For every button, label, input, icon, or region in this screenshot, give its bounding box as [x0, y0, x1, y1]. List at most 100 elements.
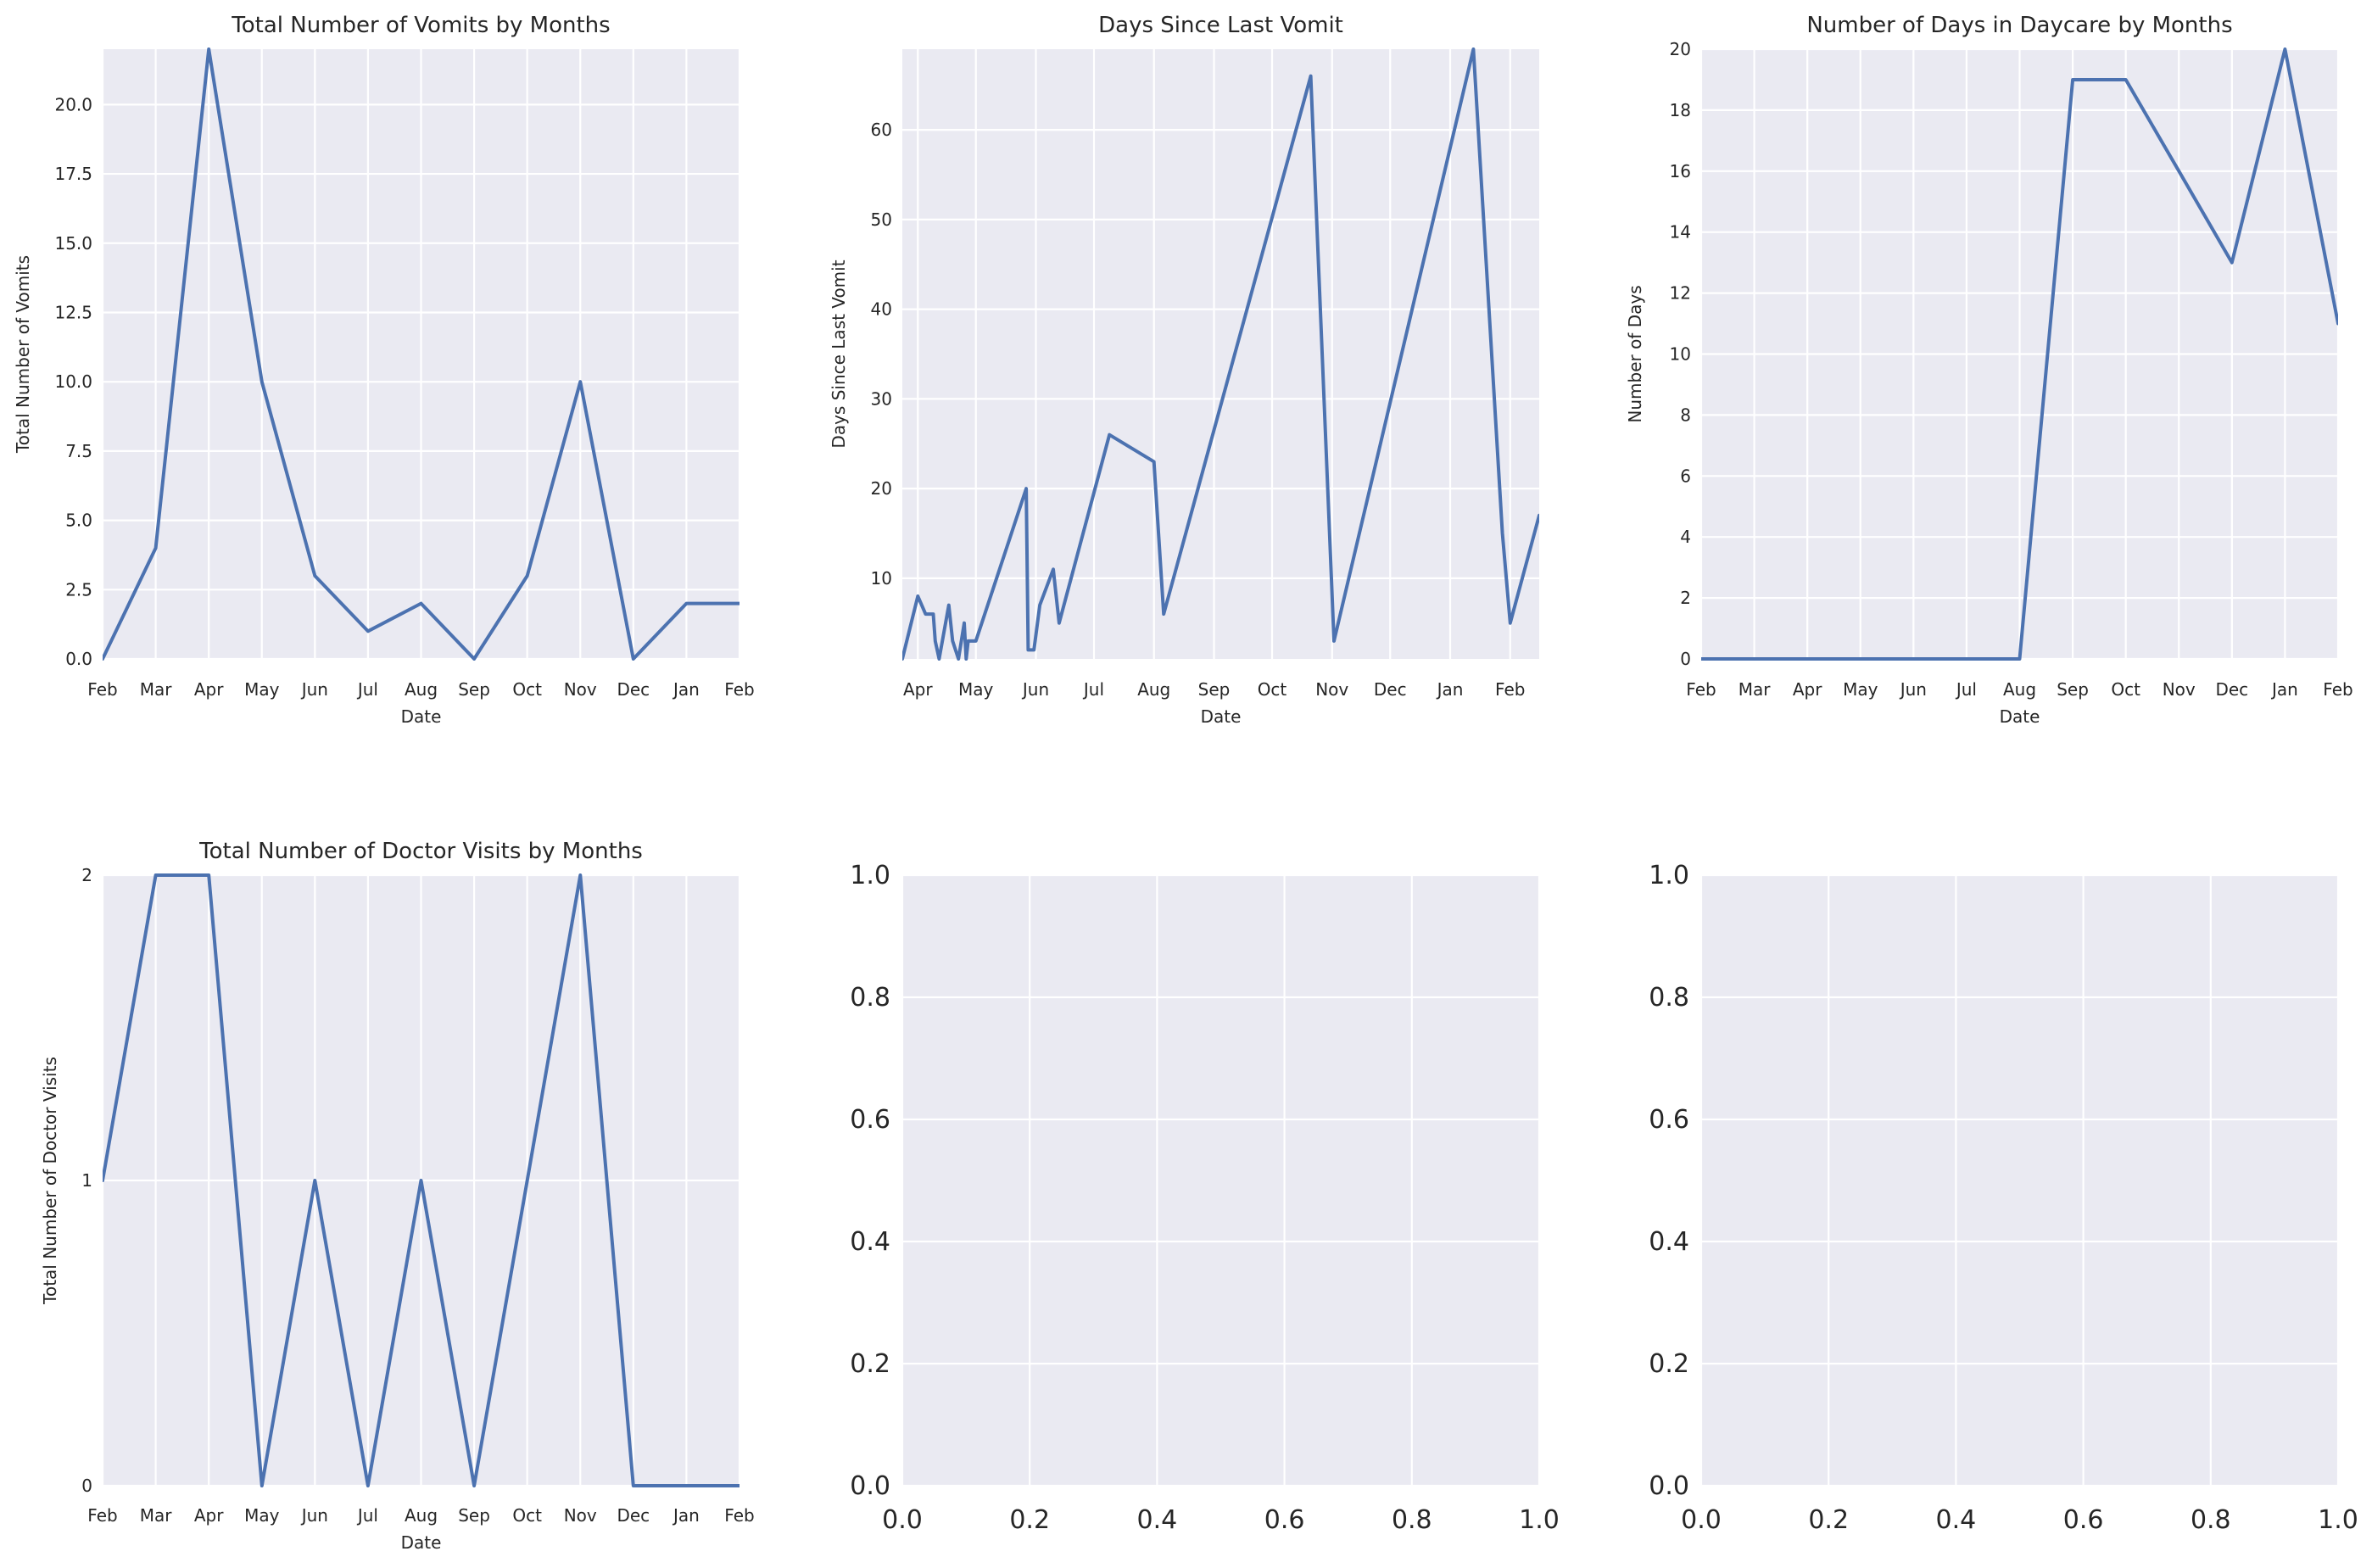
- x-tick-label: Jun: [300, 679, 328, 700]
- chart-panel-4: Feb Mar Apr May Jun Jul Aug Sep Oct Nov Dec Jan Feb 0…: [40, 839, 755, 1553]
- grid-lines: [1699, 873, 2340, 1487]
- x-tick-label: 0.8: [1392, 1505, 1432, 1535]
- y-tick-label: 0.2: [1649, 1349, 1689, 1379]
- x-tick-label: 1.0: [1519, 1505, 1560, 1535]
- x-tick-label: 0.6: [2063, 1505, 2104, 1535]
- x-tick-label: Nov: [2163, 679, 2196, 700]
- x-tick-label: Feb: [724, 1505, 754, 1526]
- y-tick-label: 50: [871, 209, 892, 230]
- x-tick-label: Sep: [458, 679, 490, 700]
- x-tick-label: Jan: [2270, 679, 2298, 700]
- chart-panel-6: 0.0 0.2 0.4 0.6 0.8 1.0 0.0 0.2 0.4 0.6 0.8 1.0: [1649, 861, 2358, 1535]
- x-tick-label: Aug: [405, 679, 438, 700]
- y-tick-label: 0.4: [1649, 1227, 1689, 1257]
- x-tick-label: 0.0: [1681, 1505, 1722, 1535]
- x-tick-label: Sep: [1198, 679, 1231, 700]
- y-tick-label: 2.5: [65, 579, 92, 600]
- plot-area: [902, 875, 1539, 1486]
- x-tick-label: Jun: [1021, 679, 1049, 700]
- x-tick-label: May: [244, 679, 280, 700]
- plot-area: [902, 49, 1539, 659]
- grid-lines: [901, 873, 1541, 1487]
- x-tick-label: Feb: [1495, 679, 1525, 700]
- x-tick-label: 0.6: [1264, 1505, 1305, 1535]
- x-tick-label: Sep: [458, 1505, 490, 1526]
- grid-lines: [902, 49, 1539, 659]
- y-tick-label: 16: [1670, 161, 1691, 181]
- x-tick-label: Dec: [1374, 679, 1407, 700]
- chart-title: Number of Days in Daycare by Months: [1806, 13, 2232, 38]
- x-tick-label: Feb: [87, 1505, 117, 1526]
- series-line: [1701, 47, 2338, 661]
- x-tick-label: Apr: [194, 679, 224, 700]
- x-tick-label: Jul: [356, 679, 378, 700]
- y-tick-label: 6: [1680, 466, 1691, 486]
- x-tick-label: Jul: [356, 1505, 378, 1526]
- y-tick-label: 2: [81, 865, 92, 885]
- y-tick-label: 20.0: [54, 94, 92, 114]
- x-tick-label: Oct: [512, 679, 542, 700]
- x-tick-label: Dec: [617, 679, 650, 700]
- x-tick-label: Nov: [564, 1505, 597, 1526]
- series-line: [103, 47, 740, 661]
- y-tick-label: 8: [1680, 405, 1691, 425]
- x-tick-label: Oct: [2111, 679, 2140, 700]
- y-tick-label: 12.5: [54, 302, 92, 322]
- y-tick-label: 12: [1670, 283, 1691, 304]
- x-axis-label: Date: [1201, 706, 1242, 727]
- y-tick-label: 0: [81, 1476, 92, 1496]
- x-tick-label: 0.4: [1936, 1505, 1977, 1535]
- y-tick-label: 30: [871, 388, 892, 409]
- y-tick-label: 1.0: [1649, 861, 1689, 890]
- y-tick-label: 0.2: [850, 1349, 890, 1379]
- chart-panel-5: 0.0 0.2 0.4 0.6 0.8 1.0 0.0 0.2 0.4 0.6 0.8 1.0: [850, 861, 1560, 1535]
- y-tick-label: 10.0: [54, 371, 92, 392]
- y-tick-label: 17.5: [54, 164, 92, 184]
- x-tick-label: 1.0: [2318, 1505, 2358, 1535]
- x-tick-label: 0.4: [1137, 1505, 1178, 1535]
- y-tick-label: 5.0: [65, 511, 92, 531]
- y-tick-label: 0.0: [65, 649, 92, 669]
- x-tick-label: Feb: [2323, 679, 2352, 700]
- y-tick-label: 15.0: [54, 233, 92, 254]
- x-axis-label: Date: [401, 706, 442, 727]
- x-axis-label: Date: [2000, 706, 2040, 727]
- x-tick-label: 0.8: [2191, 1505, 2231, 1535]
- x-tick-label: Jul: [1955, 679, 1977, 700]
- y-tick-label: 20: [1670, 39, 1691, 59]
- x-tick-label: Aug: [1137, 679, 1170, 700]
- y-tick-label: 0.0: [1649, 1471, 1689, 1501]
- x-tick-label: Dec: [2215, 679, 2248, 700]
- chart-panel-3: Feb Mar Apr May Jun Jul Aug Sep Oct Nov Dec Jan Feb 0…: [1625, 13, 2353, 727]
- x-tick-label: May: [244, 1505, 280, 1526]
- x-tick-label: Oct: [1258, 679, 1287, 700]
- x-tick-label: Mar: [140, 1505, 173, 1526]
- x-tick-label: Jun: [1899, 679, 1927, 700]
- x-tick-label: Apr: [903, 679, 933, 700]
- x-tick-label: Aug: [2003, 679, 2036, 700]
- y-axis-label: Total Number of Vomits: [13, 255, 33, 454]
- x-tick-label: May: [1843, 679, 1878, 700]
- x-tick-label: Jan: [672, 1505, 700, 1526]
- y-tick-label: 10: [1670, 344, 1691, 365]
- series-line: [103, 873, 740, 1487]
- y-axis-label: Days Since Last Vomit: [829, 259, 849, 448]
- y-tick-label: 1.0: [850, 861, 890, 890]
- x-tick-label: Oct: [512, 1505, 542, 1526]
- y-tick-label: 7.5: [65, 441, 92, 461]
- x-tick-label: Feb: [724, 679, 754, 700]
- x-tick-label: Dec: [617, 1505, 650, 1526]
- x-tick-label: Jan: [672, 679, 700, 700]
- y-tick-label: 2: [1680, 588, 1691, 608]
- plot-area: [1701, 875, 2338, 1486]
- y-tick-label: 14: [1670, 222, 1691, 243]
- y-tick-label: 60: [871, 120, 892, 140]
- y-tick-label: 0.6: [1649, 1105, 1689, 1135]
- x-tick-label: 0.2: [1009, 1505, 1050, 1535]
- x-tick-label: Mar: [1739, 679, 1772, 700]
- x-tick-label: 0.2: [1808, 1505, 1849, 1535]
- x-tick-label: Jul: [1082, 679, 1104, 700]
- y-tick-label: 0.4: [850, 1227, 890, 1257]
- x-tick-label: 0.0: [882, 1505, 923, 1535]
